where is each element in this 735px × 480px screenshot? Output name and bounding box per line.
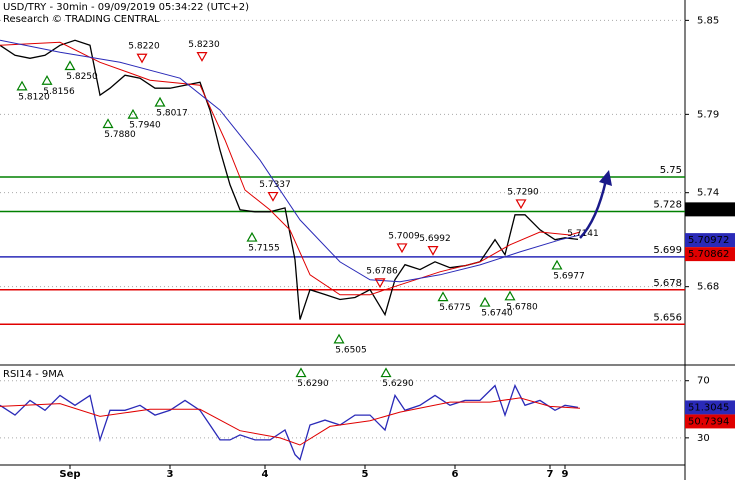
annotation-label: 5.6290 [382,379,414,389]
forecast-arrow-head [599,170,612,186]
annotation-label: 5.6775 [439,303,471,313]
plot-layer: 5.85 5.79 5.74 5.68 5.75 5.728 5.699 5.678 5.656… [0,15,735,480]
last-value-label: 5.70862 [688,249,729,260]
level-label: 5.656 [653,312,682,323]
level-label: 5.75 [660,165,682,176]
x-tick-label: 7 [547,469,554,480]
last-value-label: 5.70972 [688,235,729,246]
x-tick-label: 4 [262,469,269,480]
x-tick-label: 9 [562,469,569,480]
support-marker [41,75,53,85]
last-value-box [685,247,735,262]
chart-subtitle: Research © TRADING CENTRAL [3,14,160,25]
support-marker [295,367,307,378]
support-marker [551,259,563,270]
support-marker [380,367,392,378]
support-marker [16,80,28,91]
annotation-label: 5.7290 [507,187,539,197]
annotation-label: 5.8230 [188,40,220,50]
annotation-label: 5.6505 [335,345,367,355]
annotation-label: 5.6290 [297,379,329,389]
annotation-label: 5.6780 [506,302,538,312]
x-tick-label: 3 [167,469,174,480]
forecast-arrow [579,179,608,239]
panel-title: RSI14 - 9MA [3,369,64,380]
series-line [0,39,579,320]
last-value-box [685,202,735,217]
last-value-box [685,400,735,415]
level-label: 5.678 [653,278,682,289]
last-value-label: 51.3045 [688,402,729,413]
level-label: 5.699 [653,245,682,256]
annotation-label: 5.7880 [104,130,136,140]
support-marker [246,231,258,242]
support-marker [154,96,166,107]
level-label: 5.728 [653,199,682,210]
support-marker [504,290,516,301]
y-tick-label: 70 [697,376,710,387]
resistance-marker [396,243,408,254]
y-tick-label: 5.68 [697,282,719,293]
annotation-label: 5.8220 [128,42,160,52]
y-tick-label: 5.85 [697,15,719,26]
resistance-marker [374,278,386,289]
chart-title: USD/TRY - 30min - 09/09/2019 05:34:22 (U… [3,2,249,13]
series-line [0,39,581,283]
series-line [0,397,581,446]
annotation-label: 5.6786 [366,266,398,276]
series-line [0,383,579,461]
resistance-marker [136,53,148,64]
annotation-label: 5.8120 [18,92,50,102]
support-marker [102,118,114,129]
support-marker [333,333,345,344]
support-marker [437,291,449,302]
resistance-marker [515,199,527,210]
support-marker [479,296,491,307]
y-tick-label: 5.74 [697,188,719,199]
last-value-box [685,233,735,248]
annotation-label: 5.8250 [66,72,98,82]
resistance-marker [267,191,279,202]
resistance-marker [427,245,439,256]
annotation-label: 5.7940 [129,121,161,131]
resistance-marker [196,52,208,62]
x-tick-label: Sep [59,469,80,480]
last-value-box [685,414,735,429]
annotation-label: 5.6740 [481,309,513,319]
last-value-label: 50.7394 [688,416,729,427]
series-line [0,41,581,296]
annotation-label: 5.7009 [388,231,420,241]
last-value-label: 5.7102 [688,204,723,215]
y-tick-label: 5.79 [697,109,719,120]
annotation-label: 5.8156 [43,87,75,97]
x-tick-label: 6 [452,469,459,480]
y-tick-label: 30 [697,433,710,444]
annotation-label: 5.7155 [248,244,280,254]
x-tick-label: 5 [362,469,369,480]
annotation-label: 5.6977 [553,271,585,281]
support-marker [127,108,139,119]
annotation-label: 5.7337 [259,180,291,190]
annotation-label: 5.8017 [156,109,188,119]
annotation-label: 5.6992 [419,234,451,244]
support-marker [64,60,76,71]
